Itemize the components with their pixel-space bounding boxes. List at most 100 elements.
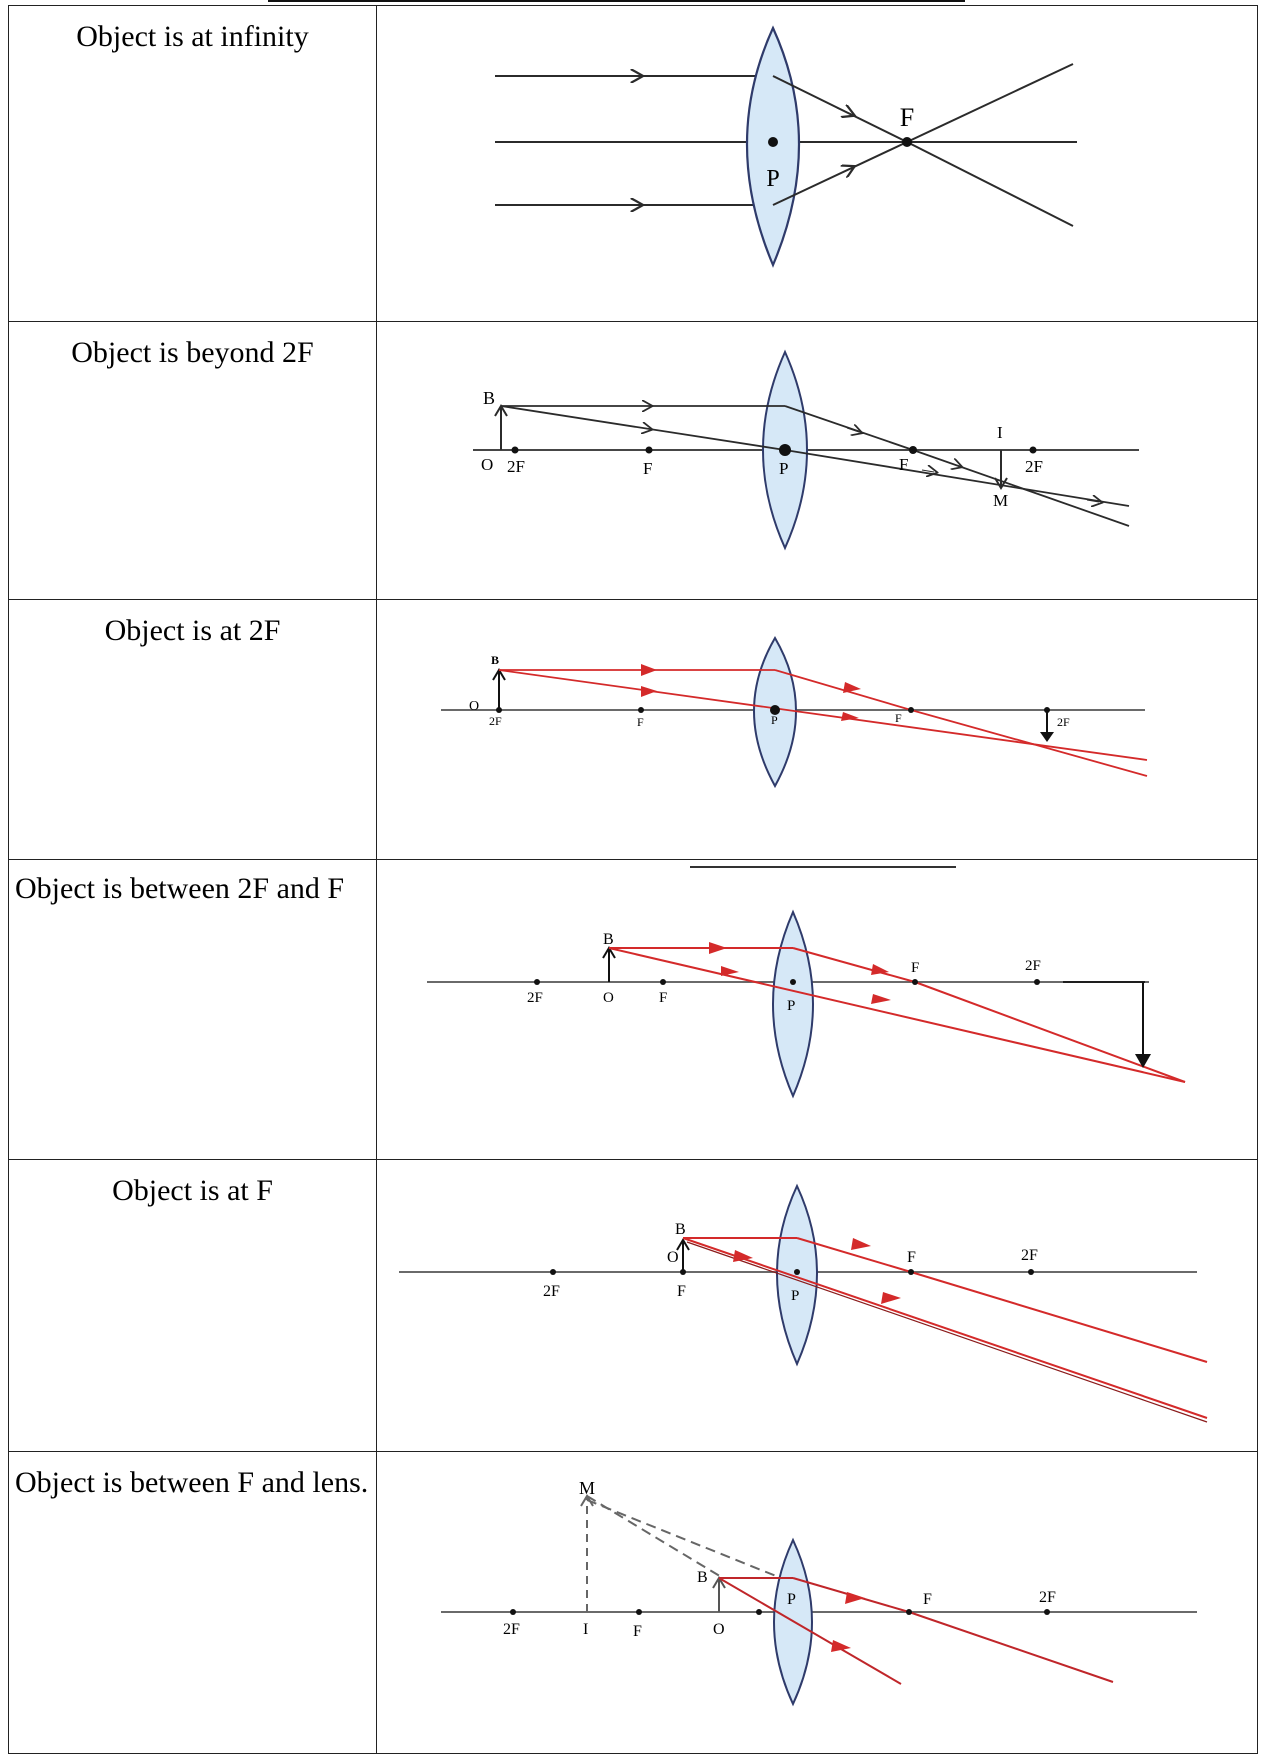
point-f-left bbox=[638, 707, 644, 713]
arrow-icon bbox=[709, 942, 727, 954]
label-F: F bbox=[899, 455, 908, 474]
arrow-head-icon bbox=[676, 1238, 690, 1251]
point-2f-right bbox=[1044, 707, 1050, 713]
case-label: Object is at infinity bbox=[76, 20, 309, 53]
arrow-icon bbox=[946, 462, 959, 466]
label-F: F bbox=[895, 711, 902, 725]
pole-point bbox=[770, 705, 780, 715]
table-row: Object is beyond 2F bbox=[8, 321, 1258, 600]
label-2F: 2F bbox=[543, 1283, 560, 1300]
refracted-ray bbox=[910, 1271, 1208, 1363]
arrow-icon bbox=[831, 1640, 851, 1652]
figure-cell: B 2F O F P F 2F bbox=[376, 859, 1258, 1160]
arrow-icon bbox=[836, 168, 851, 175]
point-2f-left bbox=[510, 1609, 516, 1615]
figure-cell: B O 2F F P F 2F bbox=[376, 1159, 1258, 1452]
label-O: O bbox=[713, 1621, 725, 1638]
refracted-ray bbox=[906, 63, 1074, 143]
label-B: B bbox=[697, 1569, 708, 1586]
label-M: M bbox=[993, 491, 1008, 510]
label-P: P bbox=[787, 998, 795, 1014]
pole-point bbox=[756, 1609, 762, 1615]
refracted-ray bbox=[906, 141, 1074, 227]
case-label: Object is between 2F and F bbox=[15, 872, 345, 905]
point-f-left bbox=[660, 979, 666, 985]
arrow-head-icon bbox=[994, 477, 1008, 490]
figure-cell: P F bbox=[376, 5, 1258, 322]
label-2F: 2F bbox=[527, 990, 543, 1006]
central-ray bbox=[608, 947, 1186, 1083]
table-row: Object is between 2F and F bbox=[8, 859, 1258, 1160]
table-row: Object is at F B bbox=[8, 1159, 1258, 1452]
table-row: Object is at infinity bbox=[8, 5, 1258, 322]
label-B: B bbox=[483, 388, 495, 408]
case-label: Object is between F and lens. bbox=[15, 1466, 369, 1499]
point-f-right bbox=[909, 446, 917, 454]
label-O: O bbox=[603, 990, 614, 1006]
point-2f-left bbox=[511, 446, 519, 454]
pole-point bbox=[794, 1269, 800, 1275]
arrow-icon bbox=[636, 427, 649, 429]
label-cell: Object is at infinity bbox=[8, 5, 377, 322]
figure-cell: B O 2F F P F 2F bbox=[376, 599, 1258, 860]
pole-point bbox=[768, 137, 778, 147]
label-F: F bbox=[900, 103, 914, 132]
ray-diagram-infinity: P F bbox=[495, 25, 1077, 268]
label-2F: 2F bbox=[1039, 1589, 1056, 1606]
refracted-ray bbox=[908, 1611, 1114, 1683]
point-f-right bbox=[912, 979, 918, 985]
label-cell: Object is at 2F bbox=[8, 599, 377, 860]
arrow-icon bbox=[841, 712, 859, 721]
arrow-icon bbox=[871, 994, 891, 1004]
arrow-icon bbox=[836, 108, 851, 114]
case-label: Object is at F bbox=[112, 1174, 273, 1207]
point-f-left bbox=[645, 446, 653, 454]
label-2F: 2F bbox=[1057, 715, 1070, 729]
ray-diagram-at-f: B O 2F F P F 2F bbox=[399, 1183, 1208, 1423]
label-M: M bbox=[579, 1478, 595, 1498]
central-ray bbox=[498, 669, 1148, 761]
label-2F: 2F bbox=[489, 714, 502, 728]
ray-diagram-table: Object is at infinity bbox=[8, 5, 1258, 1754]
refracted-ray bbox=[796, 1237, 912, 1273]
ray-diagram-between-2f-f: B 2F O F P F 2F bbox=[427, 909, 1186, 1099]
table-row: Object is at 2F bbox=[8, 599, 1258, 860]
table-row: Object is between F and lens. bbox=[8, 1451, 1258, 1754]
label-B: B bbox=[491, 653, 499, 667]
label-P: P bbox=[787, 1591, 796, 1608]
label-2F: 2F bbox=[1021, 1247, 1038, 1264]
divider-line bbox=[690, 866, 956, 868]
label-P: P bbox=[766, 166, 779, 192]
pole-point bbox=[779, 444, 791, 456]
label-F: F bbox=[659, 990, 667, 1006]
label-I: I bbox=[583, 1621, 588, 1638]
arrow-icon bbox=[1086, 500, 1099, 502]
label-O: O bbox=[469, 699, 479, 714]
refracted-ray bbox=[914, 981, 1186, 1083]
label-F: F bbox=[643, 459, 652, 478]
virtual-ray-extension bbox=[586, 1495, 724, 1579]
ray-diagram-at-2f: B O 2F F P F 2F bbox=[441, 636, 1148, 789]
refracted-ray bbox=[774, 669, 912, 711]
arrow-icon bbox=[881, 1292, 901, 1304]
case-label: Object is beyond 2F bbox=[71, 336, 314, 369]
label-F: F bbox=[677, 1283, 686, 1300]
label-F: F bbox=[923, 1591, 932, 1608]
arrow-icon bbox=[845, 1592, 865, 1604]
label-P: P bbox=[779, 459, 788, 478]
label-P: P bbox=[791, 1288, 799, 1304]
arrow-head-icon bbox=[1135, 1054, 1151, 1068]
label-2F: 2F bbox=[507, 457, 525, 476]
point-2f-right bbox=[1034, 979, 1040, 985]
point-f-right bbox=[908, 707, 914, 713]
point-2f-left bbox=[496, 707, 502, 713]
convex-lens bbox=[772, 909, 814, 1099]
pole-point bbox=[790, 979, 796, 985]
point-2f-left bbox=[550, 1269, 556, 1275]
point-f-right bbox=[906, 1609, 912, 1615]
top-rule bbox=[268, 0, 965, 2]
virtual-ray-extension bbox=[586, 1499, 782, 1579]
figure-cell: B O 2F F P F I 2F M bbox=[376, 321, 1258, 600]
point-2f-left bbox=[534, 979, 540, 985]
figure-cell: M B 2F I F O P F 2F bbox=[376, 1451, 1258, 1754]
